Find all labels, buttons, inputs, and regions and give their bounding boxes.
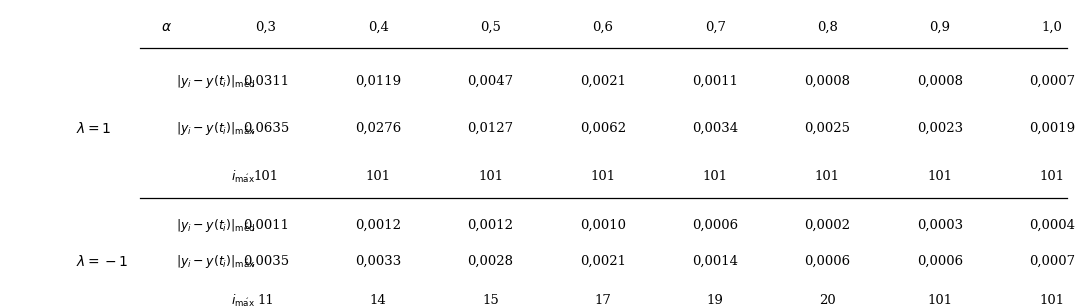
Text: 101: 101 (928, 294, 953, 307)
Text: $\lambda = -1$: $\lambda = -1$ (76, 253, 129, 269)
Text: 101: 101 (591, 170, 616, 183)
Text: 0,0007: 0,0007 (1029, 75, 1076, 88)
Text: 0,4: 0,4 (368, 21, 389, 34)
Text: 101: 101 (478, 170, 503, 183)
Text: 17: 17 (594, 294, 611, 307)
Text: 0,6: 0,6 (592, 21, 613, 34)
Text: 0,0028: 0,0028 (468, 254, 514, 268)
Text: 0,0004: 0,0004 (1029, 219, 1075, 232)
Text: 0,0033: 0,0033 (355, 254, 402, 268)
Text: 101: 101 (703, 170, 728, 183)
Text: 0,0276: 0,0276 (355, 122, 402, 135)
Text: 0,0012: 0,0012 (468, 219, 514, 232)
Text: 0,7: 0,7 (704, 21, 726, 34)
Text: 0,0021: 0,0021 (580, 75, 626, 88)
Text: $\alpha$: $\alpha$ (161, 20, 172, 34)
Text: 0,0008: 0,0008 (805, 75, 850, 88)
Text: 0,0021: 0,0021 (580, 254, 626, 268)
Text: 0,0635: 0,0635 (243, 122, 289, 135)
Text: 0,0006: 0,0006 (805, 254, 851, 268)
Text: $\lambda = 1$: $\lambda = 1$ (76, 121, 111, 136)
Text: 101: 101 (1040, 294, 1065, 307)
Text: 0,0023: 0,0023 (917, 122, 963, 135)
Text: 101: 101 (254, 170, 279, 183)
Text: $|y_i - y(t_i)|_{\mathrm{m\acute{a}x}}$: $|y_i - y(t_i)|_{\mathrm{m\acute{a}x}}$ (176, 120, 255, 137)
Text: 0,0011: 0,0011 (692, 75, 738, 88)
Text: $|y_i - y(t_i)|_{\mathrm{m\acute{e}d}}$: $|y_i - y(t_i)|_{\mathrm{m\acute{e}d}}$ (176, 73, 255, 90)
Text: $|y_i - y(t_i)|_{\mathrm{m\acute{a}x}}$: $|y_i - y(t_i)|_{\mathrm{m\acute{a}x}}$ (176, 253, 255, 270)
Text: 20: 20 (819, 294, 836, 307)
Text: 0,0035: 0,0035 (243, 254, 289, 268)
Text: $|y_i - y(t_i)|_{\mathrm{m\acute{e}d}}$: $|y_i - y(t_i)|_{\mathrm{m\acute{e}d}}$ (176, 217, 255, 234)
Text: 0,0047: 0,0047 (468, 75, 514, 88)
Text: 0,0034: 0,0034 (692, 122, 739, 135)
Text: 0,0119: 0,0119 (355, 75, 402, 88)
Text: 101: 101 (815, 170, 840, 183)
Text: 0,0006: 0,0006 (692, 219, 739, 232)
Text: 0,0007: 0,0007 (1029, 254, 1076, 268)
Text: 0,0008: 0,0008 (917, 75, 962, 88)
Text: 14: 14 (369, 294, 387, 307)
Text: 101: 101 (366, 170, 391, 183)
Text: 0,0127: 0,0127 (468, 122, 514, 135)
Text: 0,0019: 0,0019 (1029, 122, 1076, 135)
Text: 0,3: 0,3 (256, 21, 276, 34)
Text: 101: 101 (1040, 170, 1065, 183)
Text: 1,0: 1,0 (1042, 21, 1063, 34)
Text: 0,0002: 0,0002 (805, 219, 850, 232)
Text: 101: 101 (928, 170, 953, 183)
Text: 19: 19 (706, 294, 724, 307)
Text: $i_{\mathrm{m\acute{a}x}}$: $i_{\mathrm{m\acute{a}x}}$ (231, 293, 255, 308)
Text: 0,9: 0,9 (929, 21, 950, 34)
Text: $i_{\mathrm{m\acute{a}x}}$: $i_{\mathrm{m\acute{a}x}}$ (231, 169, 255, 185)
Text: 0,0003: 0,0003 (917, 219, 963, 232)
Text: 0,5: 0,5 (481, 21, 501, 34)
Text: 11: 11 (257, 294, 274, 307)
Text: 0,0025: 0,0025 (805, 122, 850, 135)
Text: 0,0011: 0,0011 (243, 219, 289, 232)
Text: 0,0010: 0,0010 (580, 219, 626, 232)
Text: 0,0012: 0,0012 (355, 219, 402, 232)
Text: 0,0006: 0,0006 (917, 254, 963, 268)
Text: 15: 15 (482, 294, 499, 307)
Text: 0,8: 0,8 (818, 21, 838, 34)
Text: 0,0311: 0,0311 (243, 75, 289, 88)
Text: 0,0062: 0,0062 (580, 122, 626, 135)
Text: 0,0014: 0,0014 (692, 254, 738, 268)
